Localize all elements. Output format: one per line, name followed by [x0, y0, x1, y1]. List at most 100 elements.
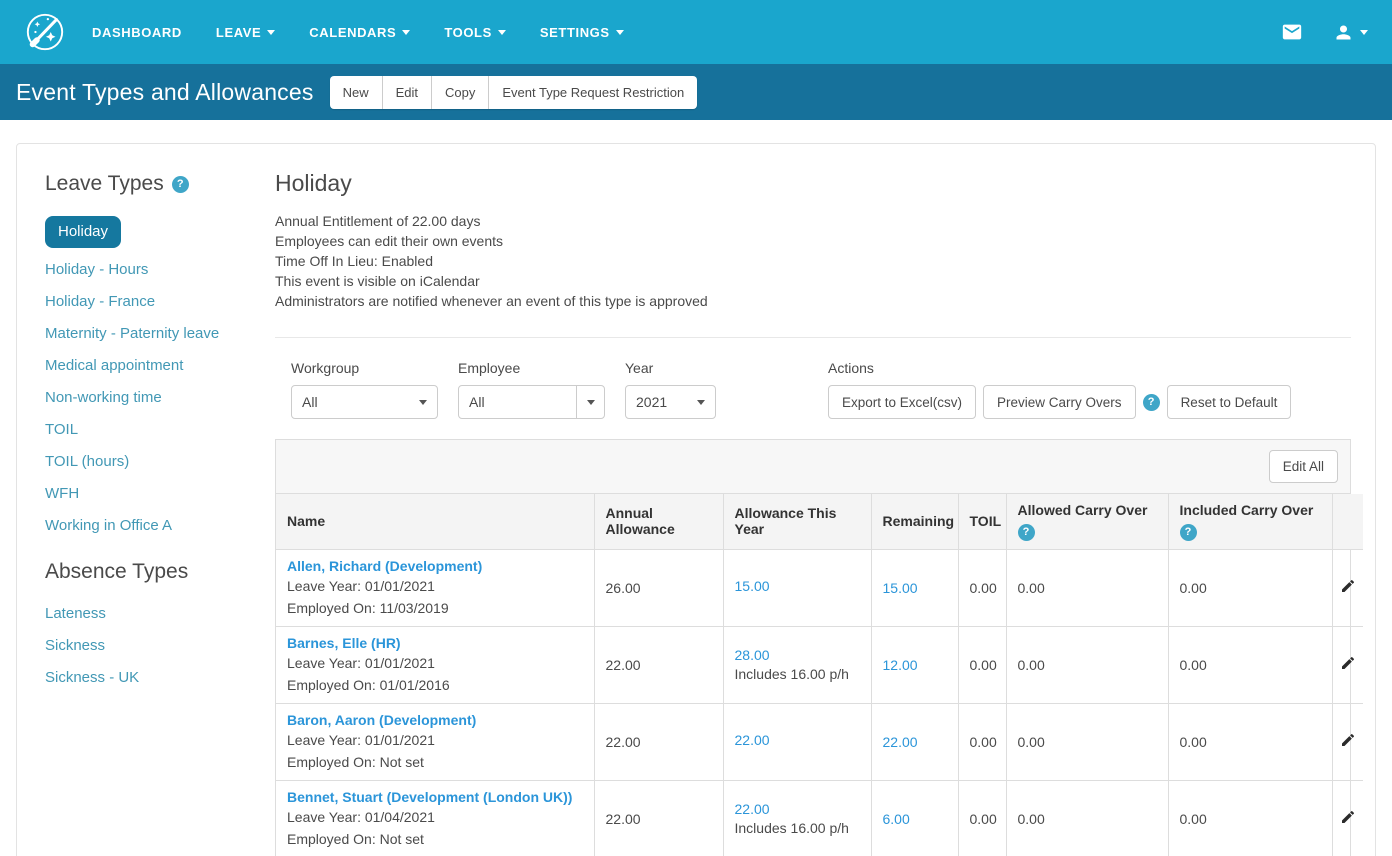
chevron-down-icon	[615, 29, 624, 35]
sidebar-item-working-in-office-a[interactable]: Working in Office A	[45, 517, 173, 534]
allowance-table: Name Annual Allowance Allowance This Yea…	[276, 494, 1363, 856]
year-value: 2021	[636, 394, 668, 410]
workgroup-value: All	[302, 394, 318, 410]
name-cell: Bennet, Stuart (Development (London UK))…	[276, 780, 595, 856]
allowance-note: Includes 16.00 p/h	[734, 820, 849, 836]
remaining-cell: 6.00	[870, 780, 959, 856]
workgroup-select[interactable]: All	[291, 385, 438, 419]
chevron-down-icon	[402, 29, 411, 35]
absence-types-heading-label: Absence Types	[45, 560, 189, 583]
remaining-cell: 22.00	[870, 703, 959, 781]
allowance-this-year-link[interactable]: 22.00	[734, 801, 770, 817]
nav-leave[interactable]: LEAVE	[216, 25, 276, 40]
remaining-link[interactable]: 22.00	[882, 733, 918, 750]
employee-link[interactable]: Allen, Richard (Development)	[287, 557, 483, 574]
sidebar-item-holiday-hours[interactable]: Holiday - Hours	[45, 261, 149, 278]
edit-pencil-icon[interactable]	[1340, 578, 1356, 594]
selected-pill[interactable]: Holiday	[45, 216, 122, 248]
edit-cell	[1331, 703, 1363, 781]
included-carry-over-cell: 0.00	[1167, 780, 1333, 856]
new-button[interactable]: New	[329, 75, 383, 109]
remaining-link[interactable]: 6.00	[882, 810, 910, 827]
sidebar-item-lateness[interactable]: Lateness	[45, 605, 106, 622]
main-panel: Holiday Annual Entitlement of 22.00 days…	[275, 166, 1363, 856]
event-type-request-restriction-button[interactable]: Event Type Request Restriction	[489, 75, 698, 109]
sidebar-item-sickness-uk[interactable]: Sickness - UK	[45, 669, 140, 686]
detail-icalendar: This event is visible on iCalendar	[275, 273, 480, 289]
dropdown-arrow-icon	[687, 386, 715, 418]
help-icon[interactable]: ?	[1142, 393, 1160, 411]
sidebar-item-toil[interactable]: TOIL	[45, 421, 79, 438]
help-icon[interactable]: ?	[1179, 523, 1197, 541]
sidebar-item-sickness[interactable]: Sickness	[45, 637, 106, 654]
sidebar-item-maternity-paternity-leave[interactable]: Maternity - Paternity leave	[45, 325, 220, 342]
edit-pencil-icon[interactable]	[1340, 809, 1356, 825]
sidebar-item-medical-appointment[interactable]: Medical appointment	[45, 357, 184, 374]
page-title: Event Types and Allowances	[16, 78, 314, 105]
employee-link[interactable]: Baron, Aaron (Development)	[287, 711, 477, 728]
chevron-down-icon	[1360, 29, 1368, 35]
sidebar-item-wfh[interactable]: WFH	[45, 485, 80, 502]
nav-dashboard-label: DASHBOARD	[92, 24, 182, 40]
help-icon[interactable]: ?	[171, 175, 189, 193]
mail-icon[interactable]	[1281, 21, 1303, 43]
sidebar-item-toil-hours[interactable]: TOIL (hours)	[45, 453, 130, 470]
reset-to-default-button[interactable]: Reset to Default	[1166, 385, 1292, 419]
table-row: Barnes, Elle (HR) Leave Year: 01/01/2021…	[276, 626, 1363, 704]
toil-cell: 0.00	[957, 626, 1007, 704]
allowance-this-year-link[interactable]: 28.00	[734, 647, 770, 663]
detail-entitlement: Annual Entitlement of 22.00 days	[275, 213, 481, 229]
app-logo-icon[interactable]	[24, 11, 66, 53]
employee-label: Employee	[458, 360, 521, 376]
nav-settings[interactable]: SETTINGS	[540, 25, 624, 40]
sidebar-item-holiday-france[interactable]: Holiday - France	[45, 293, 156, 310]
chevron-down-icon	[497, 29, 506, 35]
nav-dashboard[interactable]: DASHBOARD	[92, 25, 182, 40]
employee-link[interactable]: Bennet, Stuart (Development (London UK))	[287, 788, 573, 805]
remaining-link[interactable]: 12.00	[882, 656, 918, 673]
allowance-table-container: Edit All Name Annual Allowance Allowance…	[275, 439, 1363, 856]
nav-calendars[interactable]: CALENDARS	[309, 25, 411, 40]
year-filter: Year 2021	[625, 360, 716, 419]
leave-year-text: Leave Year: 01/01/2021	[287, 731, 435, 748]
allowed-carry-over-cell: 0.00	[1005, 549, 1169, 627]
workgroup-label: Workgroup	[291, 360, 360, 376]
edit-button[interactable]: Edit	[382, 75, 432, 109]
included-carry-over-cell: 0.00	[1167, 703, 1333, 781]
leave-year-text: Leave Year: 01/04/2021	[287, 808, 435, 825]
annual-allowance-cell: 26.00	[593, 549, 724, 627]
col-annual-allowance: Annual Allowance	[593, 494, 724, 550]
employee-link[interactable]: Barnes, Elle (HR)	[287, 634, 401, 651]
employee-filter: Employee All	[458, 360, 605, 419]
preview-carry-overs-button[interactable]: Preview Carry Overs	[983, 385, 1136, 419]
detail-admin-notified: Administrators are notified whenever an …	[275, 293, 708, 309]
annual-allowance-cell: 22.00	[593, 703, 724, 781]
navbar-right	[1281, 21, 1368, 43]
col-remaining: Remaining	[870, 494, 959, 550]
employed-on-text: Employed On: Not set	[287, 753, 424, 770]
leave-year-text: Leave Year: 01/01/2021	[287, 577, 435, 594]
table-row: Allen, Richard (Development) Leave Year:…	[276, 549, 1363, 627]
year-select[interactable]: 2021	[625, 385, 716, 419]
remaining-link[interactable]: 15.00	[882, 579, 918, 596]
user-menu[interactable]	[1333, 22, 1368, 43]
sidebar-item-holiday[interactable]: Holiday	[45, 210, 251, 254]
employed-on-text: Employed On: Not set	[287, 830, 424, 847]
edit-all-button[interactable]: Edit All	[1268, 450, 1338, 483]
sidebar-item-non-working-time[interactable]: Non-working time	[45, 389, 162, 406]
employee-select[interactable]: All	[458, 385, 605, 419]
top-navbar: DASHBOARD LEAVE CALENDARS TOOLS SETTINGS	[0, 0, 1392, 64]
allowance-this-year-link[interactable]: 15.00	[734, 578, 770, 594]
help-icon[interactable]: ?	[1017, 523, 1035, 541]
export-to-excel-button[interactable]: Export to Excel(csv)	[828, 385, 977, 419]
copy-button[interactable]: Copy	[432, 75, 490, 109]
actions-group: Actions Export to Excel(csv) Preview Car…	[828, 360, 1292, 419]
nav-tools[interactable]: TOOLS	[444, 25, 506, 40]
chevron-down-icon	[267, 29, 276, 35]
allowance-this-year-link[interactable]: 22.00	[734, 732, 770, 748]
edit-pencil-icon[interactable]	[1340, 655, 1356, 671]
annual-allowance-cell: 22.00	[593, 626, 724, 704]
remaining-cell: 15.00	[870, 549, 959, 627]
edit-pencil-icon[interactable]	[1340, 732, 1356, 748]
remaining-cell: 12.00	[870, 626, 959, 704]
